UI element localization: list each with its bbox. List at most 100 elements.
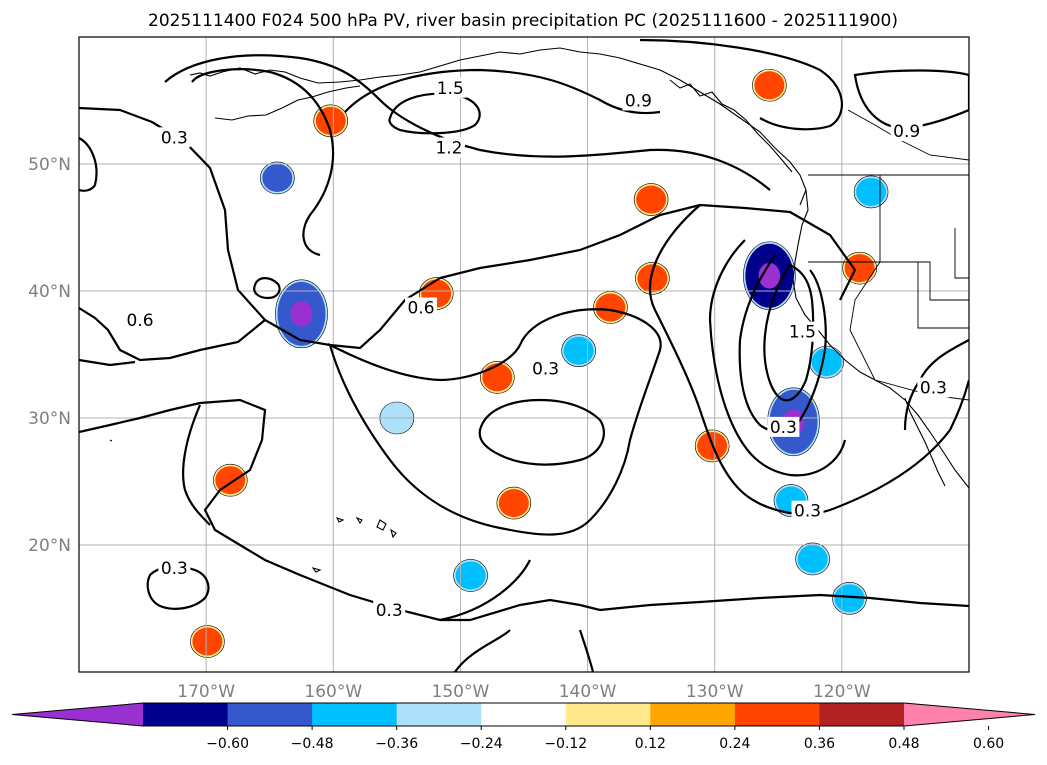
contour-label-text: 0.6 bbox=[127, 311, 154, 331]
contour-label-text: 0.3 bbox=[770, 418, 797, 438]
lat-tick-label: 50°N bbox=[28, 155, 71, 175]
lat-tick-label: 30°N bbox=[28, 409, 71, 429]
precip-patch bbox=[809, 345, 844, 379]
latitude-tick-labels: 20°N 30°N 40°N 50°N bbox=[28, 155, 71, 556]
precip-patch-fill bbox=[595, 293, 626, 322]
colorbar-segment bbox=[819, 703, 905, 726]
contour-label: 0.3 bbox=[529, 358, 562, 379]
colorbar-segment bbox=[143, 703, 229, 726]
contour-label-text: 1.5 bbox=[789, 323, 816, 343]
lat-tick-label: 40°N bbox=[28, 282, 71, 302]
coastlines bbox=[109, 47, 969, 573]
lon-tick-label: 160°W bbox=[304, 682, 362, 702]
contour-label-background bbox=[917, 377, 950, 398]
colorbar-tick-label: 0.36 bbox=[804, 736, 835, 752]
precip-patch bbox=[260, 161, 295, 195]
contour-label-text: 0.9 bbox=[893, 122, 920, 142]
contour-labels: 0.3 1.5 0.9 0.9 1.2 0.6 0.6 0.3 1.5 0.3 0.3 0.3 0.3 0… bbox=[124, 77, 950, 621]
precip-patch-fill bbox=[192, 627, 223, 656]
contour-label-background bbox=[405, 297, 438, 318]
precip-patch-core bbox=[290, 301, 313, 327]
map-area: 0.3 1.5 0.9 0.9 1.2 0.6 0.6 0.3 1.5 0.3 0.3 0.3 0.3 0… bbox=[79, 37, 969, 672]
precip-patch-fill bbox=[262, 163, 293, 192]
precip-patch bbox=[842, 251, 877, 285]
precip-patch-fill bbox=[754, 71, 785, 100]
colorbar-tick-label: 0.48 bbox=[888, 736, 919, 752]
contour-label: 0.6 bbox=[405, 297, 438, 319]
colorbar-tick-label: −0.36 bbox=[375, 736, 418, 752]
colorbar-tick-label: 0.60 bbox=[973, 736, 1004, 752]
contour-label-background bbox=[432, 137, 465, 158]
contour-label-text: 0.3 bbox=[161, 128, 188, 148]
contour-label: 0.6 bbox=[124, 310, 157, 331]
precip-patch-fill bbox=[455, 561, 486, 590]
contour-label-text: 0.3 bbox=[532, 359, 559, 379]
precip-patch bbox=[496, 486, 532, 520]
precip-patch bbox=[853, 175, 889, 209]
colorbar-extend-min bbox=[12, 703, 143, 726]
precip-patch-fill bbox=[563, 336, 594, 365]
colorbar-tick-label: 0.24 bbox=[719, 736, 750, 752]
contour-label: 1.5 bbox=[786, 321, 819, 343]
contour-label: 1.2 bbox=[432, 137, 465, 158]
colorbar-segment bbox=[565, 703, 651, 726]
contour-label: 0.3 bbox=[158, 557, 191, 579]
colorbar-segment bbox=[227, 703, 313, 726]
contour-label: 0.3 bbox=[373, 599, 406, 621]
chart-title: 2025111400 F024 500 hPa PV, river basin … bbox=[148, 11, 898, 31]
precip-patch-fill bbox=[498, 489, 529, 518]
precip-patch bbox=[752, 68, 787, 102]
colorbar-segment bbox=[481, 703, 567, 726]
colorbar-extend-max bbox=[904, 703, 1035, 726]
colorbar-segment bbox=[312, 703, 398, 726]
contour-label-text: 0.3 bbox=[794, 502, 821, 522]
contour-label: 0.3 bbox=[791, 500, 824, 522]
precip-patch-fill bbox=[482, 363, 513, 392]
lon-tick-label: 120°W bbox=[813, 682, 871, 702]
lon-tick-label: 170°W bbox=[177, 682, 235, 702]
longitude-tick-labels: 170°W 160°W 150°W 140°W 130°W 120°W bbox=[177, 682, 871, 702]
contour-label-background bbox=[791, 500, 824, 521]
contour-label: 1.5 bbox=[434, 77, 467, 99]
precip-patch bbox=[635, 261, 670, 295]
contour-label: 0.3 bbox=[917, 377, 950, 399]
precip-patch-fill bbox=[856, 177, 887, 206]
map-frame bbox=[78, 36, 970, 673]
contour-label-text: 0.9 bbox=[625, 92, 652, 112]
precip-patch-fill bbox=[844, 254, 875, 283]
contour-label-text: 0.6 bbox=[407, 299, 434, 319]
contour-label-background bbox=[529, 358, 562, 379]
precip-patch-fill bbox=[797, 544, 828, 573]
colorbar-tick-label: −0.60 bbox=[206, 736, 249, 752]
colorbar-segment bbox=[396, 703, 482, 726]
contour-label: 0.3 bbox=[767, 416, 800, 438]
precip-patch-fill bbox=[637, 264, 668, 293]
contour-label-text: 0.3 bbox=[161, 559, 188, 579]
lat-tick-label: 20°N bbox=[28, 536, 71, 556]
colorbar-tick-label: 0.12 bbox=[635, 736, 666, 752]
contour-label-background bbox=[767, 416, 800, 437]
lon-tick-label: 140°W bbox=[559, 682, 617, 702]
colorbar-tick-label: −0.48 bbox=[291, 736, 334, 752]
colorbar-tick-label: −0.24 bbox=[460, 736, 503, 752]
precip-patch-fill bbox=[636, 185, 667, 214]
precip-patch bbox=[593, 291, 628, 324]
precip-patch bbox=[633, 183, 669, 216]
contour-label-text: 1.5 bbox=[437, 79, 464, 99]
contour-label-background bbox=[890, 120, 923, 141]
pv-contours bbox=[79, 38, 969, 672]
precip-patch-fill bbox=[811, 348, 842, 377]
contour-label-background bbox=[158, 557, 191, 578]
contour-label: 0.9 bbox=[890, 120, 923, 142]
contour-label-background bbox=[622, 90, 655, 111]
contour-label-text: 0.3 bbox=[920, 379, 947, 399]
precip-patch-core bbox=[758, 262, 781, 289]
contour-label: 0.9 bbox=[622, 90, 655, 112]
contour-label-text: 1.2 bbox=[435, 138, 462, 158]
precipitation-patches bbox=[190, 68, 889, 658]
precip-patch bbox=[453, 559, 488, 592]
precip-patch bbox=[190, 625, 225, 658]
contour-label-background bbox=[158, 127, 191, 148]
lon-tick-label: 130°W bbox=[686, 682, 744, 702]
